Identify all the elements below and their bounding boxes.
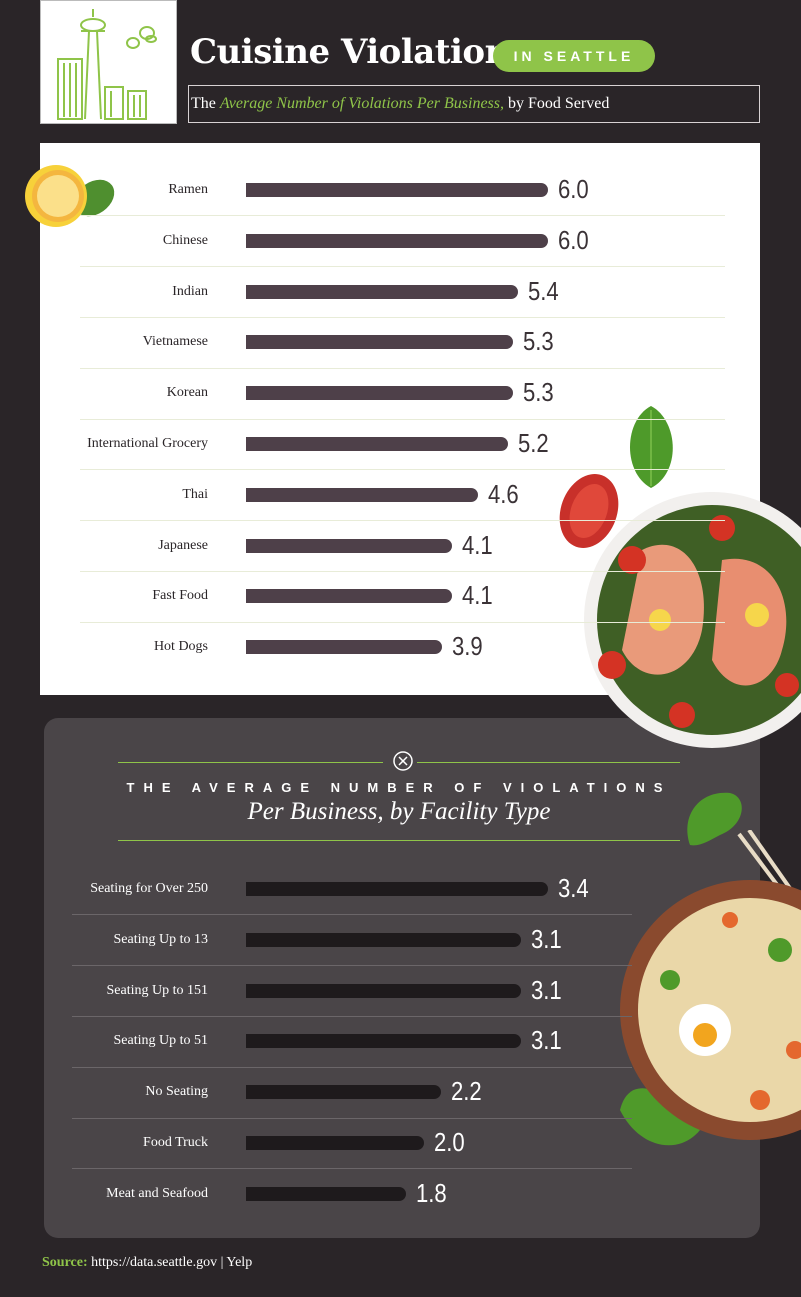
row-separator — [72, 965, 632, 967]
category-label: Hot Dogs — [153, 639, 208, 655]
value-label: 3.1 — [531, 974, 563, 1005]
value-label: 1.8 — [415, 1177, 447, 1208]
bar — [246, 437, 508, 451]
bar — [246, 386, 513, 401]
tomato-slice-icon — [559, 474, 619, 548]
value-label: 3.4 — [558, 873, 589, 903]
category-label: Food Truck — [143, 1135, 208, 1150]
bar — [246, 1085, 442, 1100]
bar — [246, 183, 548, 197]
divider-left — [118, 762, 383, 763]
bar — [246, 335, 513, 350]
bar — [246, 932, 522, 947]
value-label: 3.1 — [531, 1025, 563, 1056]
row-separator — [80, 469, 725, 471]
category-label: Seating for Over 250 — [90, 881, 208, 896]
value-label: 3.9 — [452, 631, 484, 662]
space-needle-icon — [57, 9, 157, 120]
bar — [246, 1186, 406, 1201]
basil-leaf-icon — [629, 406, 673, 488]
value-label: 4.1 — [462, 529, 494, 560]
category-label: No Seating — [145, 1084, 208, 1100]
value-label: 2.0 — [433, 1127, 465, 1157]
value-label: 4.6 — [487, 478, 519, 509]
row-separator — [72, 1066, 632, 1068]
row-separator — [72, 1168, 632, 1170]
row-separator — [80, 266, 725, 268]
value-label: 4.1 — [462, 580, 494, 611]
row-separator — [72, 1016, 632, 1017]
divider-right — [417, 762, 680, 763]
row-separator — [80, 317, 725, 318]
bar — [246, 882, 548, 896]
page-title: Cuisine Violations — [190, 32, 528, 72]
lemon-basil-garnish-icon — [25, 165, 115, 227]
location-badge: IN SEATTLE — [493, 40, 655, 72]
chart2-title-caps: THE AVERAGE NUMBER OF VIOLATIONS — [126, 780, 672, 795]
bar — [246, 1136, 424, 1150]
source-label: Source: — [42, 1255, 88, 1270]
row-separator — [80, 418, 725, 420]
value-label: 5.3 — [522, 326, 554, 357]
row-separator — [80, 621, 725, 623]
row-separator — [72, 1117, 632, 1119]
category-label: Seating Up to 151 — [106, 982, 209, 998]
category-label: Thai — [182, 486, 208, 502]
category-label: Meat and Seafood — [106, 1185, 208, 1201]
bar — [246, 1034, 522, 1049]
row-separator — [80, 520, 725, 522]
subtitle-suffix: by Food Served — [508, 95, 610, 112]
salmon-dish-icon — [584, 492, 801, 748]
category-label: Fast Food — [152, 588, 208, 604]
bar — [246, 233, 548, 248]
bar — [246, 538, 453, 553]
subtitle-prefix: The — [191, 95, 216, 112]
value-label: 6.0 — [558, 174, 589, 204]
close-circle-icon — [393, 751, 413, 771]
bar — [246, 640, 443, 655]
category-label: Vietnamese — [142, 334, 208, 350]
chart1-subtitle: The Average Number of Violations Per Bus… — [188, 85, 760, 123]
value-label: 3.1 — [531, 923, 563, 954]
row-separator — [80, 367, 725, 369]
row-separator — [80, 571, 725, 572]
seattle-skyline-logo — [40, 0, 177, 124]
category-label: Japanese — [158, 537, 208, 553]
value-label: 5.2 — [517, 428, 549, 458]
category-label: Korean — [166, 385, 208, 401]
divider-bottom — [118, 840, 680, 841]
noodle-bowl-icon — [620, 880, 801, 1146]
category-label: Ramen — [168, 182, 208, 197]
subtitle-emphasis: Average Number of Violations Per Busines… — [219, 95, 504, 112]
bar — [246, 284, 518, 299]
source-text: https://data.seattle.gov | Yelp — [91, 1255, 253, 1270]
row-separator — [72, 914, 632, 916]
bar — [246, 589, 453, 604]
category-label: Indian — [172, 283, 208, 299]
bar — [246, 983, 522, 998]
value-label: 5.3 — [522, 377, 554, 408]
value-label: 6.0 — [558, 224, 589, 255]
category-label: Seating Up to 51 — [113, 1033, 209, 1049]
bar — [246, 487, 478, 502]
category-label: Seating Up to 13 — [113, 931, 209, 947]
value-label: 2.2 — [451, 1076, 483, 1107]
source-note: Source: https://data.seattle.gov | Yelp — [42, 1255, 252, 1271]
chart2-title-italic: Per Business, by Facility Type — [247, 798, 551, 825]
row-separator — [80, 215, 725, 217]
category-label: International Grocery — [87, 436, 208, 451]
value-label: 5.4 — [527, 275, 559, 306]
lettuce-leaf-icon — [687, 792, 742, 846]
category-label: Chinese — [162, 232, 208, 248]
